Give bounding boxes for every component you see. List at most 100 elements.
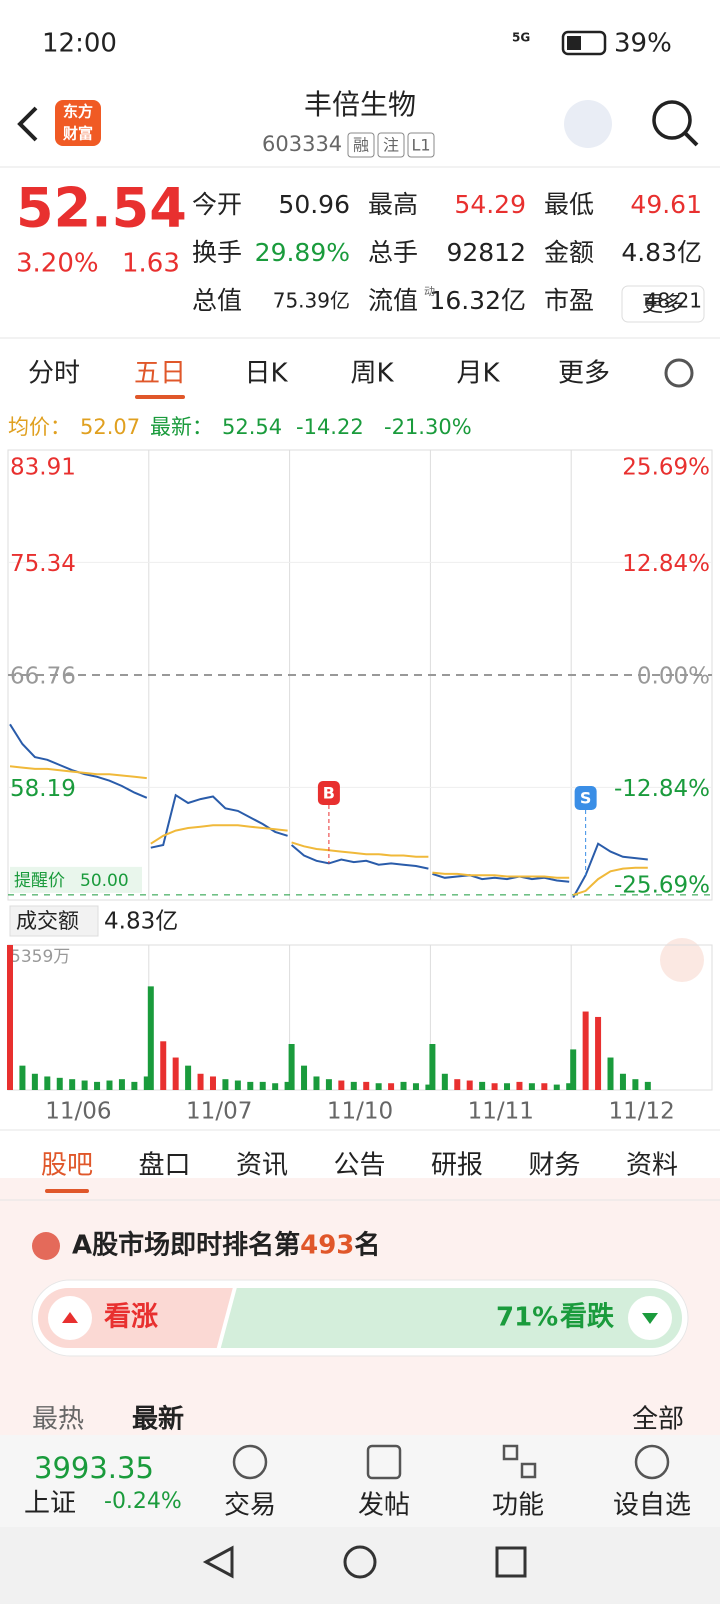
stock-name: 丰倍生物: [304, 88, 416, 121]
volume-bar: [479, 1081, 486, 1090]
field-value: 49.61: [630, 190, 702, 219]
y-tick-label: 66.76: [10, 664, 76, 690]
volume-bar: [644, 1081, 651, 1090]
trade-label: S: [580, 789, 592, 808]
bottom-bar-bg: [0, 1435, 720, 1527]
tab-underline: [135, 395, 185, 399]
bear-bar: [220, 1288, 682, 1348]
avg-line: [572, 866, 648, 896]
y2-tick-label: 25.69%: [622, 455, 710, 481]
volume-total: 4.83亿: [104, 909, 178, 935]
nav-home[interactable]: [343, 1545, 377, 1579]
trade-icon[interactable]: [232, 1444, 268, 1480]
field-value: 4.83亿: [621, 238, 702, 267]
tab[interactable]: 月K: [456, 359, 500, 389]
robot-icon[interactable]: [564, 100, 612, 148]
field-label: 最高: [368, 190, 418, 219]
sub-tab[interactable]: 资料: [626, 1151, 678, 1181]
trade-badge: [574, 786, 597, 810]
field-value: 48.21: [645, 289, 702, 313]
tag-box: [377, 132, 405, 158]
reference-bg: [10, 866, 142, 893]
nav-label[interactable]: 交易: [224, 1491, 276, 1521]
tag-box: [347, 132, 375, 158]
clock: 12:00: [42, 29, 117, 59]
field-value: 92812: [446, 238, 526, 267]
volume-bar: [570, 1049, 577, 1090]
volume-bar: [619, 1073, 626, 1090]
x-tick-label: 11/07: [186, 1099, 252, 1125]
legend-label: 均价：: [8, 415, 71, 439]
back-icon[interactable]: [17, 106, 38, 142]
expand-icon[interactable]: [660, 938, 704, 982]
sub-tab[interactable]: 股吧: [41, 1151, 93, 1181]
field-value: 16.32亿: [429, 286, 526, 315]
volume-bar: [143, 1076, 150, 1090]
volume-bar: [69, 1079, 76, 1090]
change: 1.63: [122, 249, 180, 279]
field-label: 总值: [192, 286, 242, 315]
sort-latest[interactable]: 最新: [132, 1404, 184, 1435]
avg-line: [291, 841, 429, 858]
nav-label[interactable]: 功能: [492, 1491, 544, 1521]
sub-tab[interactable]: 资讯: [236, 1151, 288, 1181]
volume-bar: [338, 1080, 345, 1090]
nav-recent[interactable]: [495, 1546, 527, 1578]
volume-bar: [234, 1080, 241, 1090]
volume-bar: [259, 1081, 266, 1090]
sub-tab[interactable]: 盘口: [138, 1151, 190, 1181]
tab[interactable]: 分时: [28, 359, 80, 389]
sort-filter[interactable]: 全部: [632, 1405, 684, 1435]
post-icon[interactable]: [366, 1444, 402, 1480]
x-tick-label: 11/10: [327, 1099, 393, 1125]
volume-bar: [454, 1079, 461, 1090]
index-change: -0.24%: [104, 1489, 182, 1514]
x-tick-label: 11/06: [45, 1099, 111, 1125]
avg-line: [150, 824, 288, 845]
tab[interactable]: 周K: [350, 359, 394, 389]
volume-bar: [56, 1077, 63, 1090]
sub-tab[interactable]: 研报: [431, 1151, 483, 1181]
nav-label[interactable]: 发帖: [358, 1491, 410, 1521]
search-icon[interactable]: [652, 100, 692, 140]
field-value: 29.89%: [255, 238, 350, 267]
more[interactable]: 更多: [642, 292, 684, 316]
nav-back[interactable]: [202, 1545, 234, 1579]
reference-label: 提醒价: [14, 871, 65, 891]
stock-code: 603334: [262, 132, 342, 156]
battery-pct: 39%: [614, 29, 672, 59]
volume-bar: [284, 1081, 291, 1090]
sub-tab[interactable]: 财务: [528, 1151, 580, 1181]
func-icon[interactable]: [502, 1444, 519, 1461]
rank-text: A股市场即时排名第: [72, 1230, 300, 1261]
volume-bar: [566, 1083, 573, 1090]
y2-tick-label: 0.00%: [637, 664, 710, 690]
tab[interactable]: 日K: [244, 359, 288, 389]
volume-bar: [313, 1076, 320, 1090]
legend-value: 52.54: [222, 415, 282, 439]
rank-number: 493: [300, 1231, 354, 1261]
tab[interactable]: 更多: [558, 359, 610, 389]
price: 52.54: [16, 177, 187, 240]
volume-bar: [325, 1079, 332, 1090]
tag: 融: [353, 136, 369, 155]
volume-bar: [94, 1081, 101, 1090]
y-tick-label: 58.19: [10, 776, 76, 802]
watch-icon[interactable]: [634, 1444, 670, 1480]
settings-icon[interactable]: [664, 358, 694, 388]
tab[interactable]: 五日: [134, 359, 186, 389]
volume-bar: [106, 1080, 113, 1090]
volume-bar: [516, 1081, 523, 1090]
sort-hot[interactable]: 最热: [32, 1405, 84, 1435]
bear-arrow: [642, 1313, 658, 1324]
nav-label[interactable]: 设自选: [613, 1491, 691, 1521]
sub-tab[interactable]: 公告: [333, 1151, 385, 1181]
volume-bar: [528, 1083, 535, 1090]
volume-bar: [222, 1079, 229, 1090]
volume-bar: [19, 1065, 26, 1090]
more-button[interactable]: [621, 285, 705, 323]
volume-bar: [425, 1084, 432, 1090]
volume-bar: [400, 1081, 407, 1090]
